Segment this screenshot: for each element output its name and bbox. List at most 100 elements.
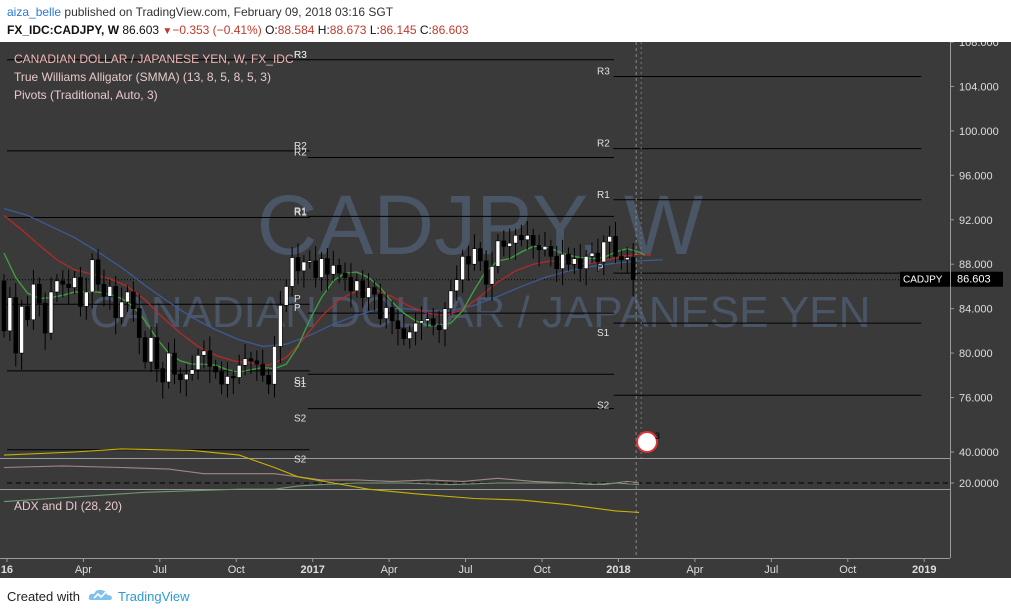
- candle-body: [295, 257, 301, 272]
- candle-body: [154, 337, 160, 369]
- candle-body: [125, 291, 130, 303]
- candle-body: [472, 248, 477, 265]
- chart-background: [0, 42, 1011, 578]
- candle-body: [348, 277, 354, 292]
- pivot-label-r1: R1: [597, 190, 610, 201]
- candle-body: [601, 241, 607, 263]
- symbol-name: FX_IDC:CADJPY, W: [7, 23, 120, 37]
- candle-body: [207, 350, 213, 367]
- candle-body: [72, 277, 77, 288]
- candle-body: [266, 374, 271, 385]
- candle-body: [313, 260, 318, 278]
- pivot-label-r3: R3: [597, 66, 610, 77]
- candle-body: [42, 302, 48, 334]
- candle-body: [336, 265, 342, 274]
- candle-body: [7, 297, 13, 332]
- candle-body: [430, 318, 436, 326]
- candle-body: [260, 363, 266, 376]
- adx-line: [3, 448, 640, 513]
- event-flag-icon: [636, 431, 658, 453]
- candle-body: [530, 235, 536, 246]
- alligator-jaw-line: [3, 208, 663, 348]
- candle-body: [231, 376, 236, 379]
- indicator-tick-label: 20.0000: [959, 478, 999, 490]
- author-link[interactable]: aiza_belle: [7, 5, 62, 19]
- candle-body: [519, 235, 524, 241]
- candle-body: [566, 253, 571, 265]
- candle-body: [160, 368, 166, 383]
- candle-body: [189, 369, 195, 375]
- watermark-description: CANADIAN DOLLAR / JAPANESE YEN: [90, 288, 871, 337]
- candle-body: [560, 253, 565, 269]
- candle-body: [436, 325, 442, 331]
- publish-info: aiza_belle published on TradingView.com,…: [7, 5, 393, 19]
- candle-body: [213, 366, 218, 373]
- alligator-teeth-line: [3, 214, 651, 366]
- y-tick-label: 88.000: [959, 259, 993, 271]
- candle-body: [107, 286, 113, 297]
- price-axis-line: [950, 42, 951, 558]
- candle-body: [466, 256, 471, 265]
- pivot-label-s2: S2: [294, 455, 307, 466]
- candle-body: [442, 308, 448, 331]
- close-label: C:: [419, 23, 432, 37]
- x-tick-label: 2018: [606, 564, 630, 576]
- candle-body: [219, 371, 224, 385]
- candle-body: [489, 266, 495, 285]
- created-with-text: Created with: [7, 589, 80, 604]
- candle-body: [283, 286, 289, 306]
- x-tick-label: Jul: [459, 564, 473, 576]
- x-tick-label: Jul: [153, 564, 167, 576]
- candle-body: [84, 291, 89, 307]
- indicator-tick-label: 40.0000: [959, 447, 999, 459]
- candle-body: [54, 280, 60, 293]
- low-label: L:: [369, 23, 380, 37]
- candle-body: [542, 246, 548, 251]
- legend-line: True Williams Alligator (SMMA) (13, 8, 5…: [14, 70, 271, 84]
- candle-body: [89, 259, 95, 293]
- publish-header: aiza_belle published on TradingView.com,…: [0, 0, 1011, 42]
- pivot-label-r2: R2: [597, 139, 610, 150]
- y-tick-label: 84.000: [959, 304, 993, 316]
- candle-body: [619, 256, 624, 261]
- tradingview-link[interactable]: TradingView: [118, 589, 190, 604]
- pivot-label-r1: R1: [294, 206, 307, 217]
- y-tick-label: 92.000: [959, 215, 993, 227]
- pivot-label-r1: R1: [294, 208, 307, 219]
- candle-body: [78, 277, 83, 307]
- indicator-pane-top: [0, 489, 950, 490]
- candle-body: [495, 240, 501, 267]
- candle-body: [113, 286, 119, 318]
- down-arrow-icon: ▼: [162, 26, 173, 37]
- candle-body: [589, 252, 595, 257]
- symbol-ohlc-line: FX_IDC:CADJPY, W 86.603 ▼−0.353 (−0.41%)…: [7, 23, 469, 37]
- footer: Created with TradingView: [0, 578, 1011, 614]
- high-label: H:: [317, 23, 330, 37]
- event-count: 3: [655, 431, 660, 441]
- pivot-label-s2: S2: [597, 400, 610, 411]
- candle-body: [301, 261, 307, 272]
- candle-body: [395, 320, 401, 329]
- candle-body: [19, 306, 24, 354]
- last-price-symbol-box: [900, 271, 950, 287]
- x-tick-label: Oct: [228, 564, 245, 576]
- pivot-label-r3: R3: [294, 50, 307, 61]
- pivot-label-p: P: [294, 303, 301, 314]
- candle-body: [401, 328, 407, 339]
- candle-body: [248, 358, 254, 362]
- x-tick-label: Apr: [686, 564, 703, 576]
- pivot-label-s1: S1: [294, 379, 307, 390]
- last-price-tag: [951, 271, 1003, 287]
- candle-body: [630, 257, 636, 281]
- candle-body: [201, 350, 207, 356]
- candle-body: [425, 318, 430, 322]
- candle-body: [507, 242, 512, 247]
- legend-line: Pivots (Traditional, Auto, 3): [14, 88, 158, 102]
- candle-body: [330, 265, 336, 275]
- candle-body: [460, 256, 465, 281]
- candle-body: [372, 287, 377, 295]
- open-label: O:: [265, 23, 278, 37]
- candle-body: [583, 256, 589, 269]
- last-price-symbol: CADJPY: [903, 275, 943, 286]
